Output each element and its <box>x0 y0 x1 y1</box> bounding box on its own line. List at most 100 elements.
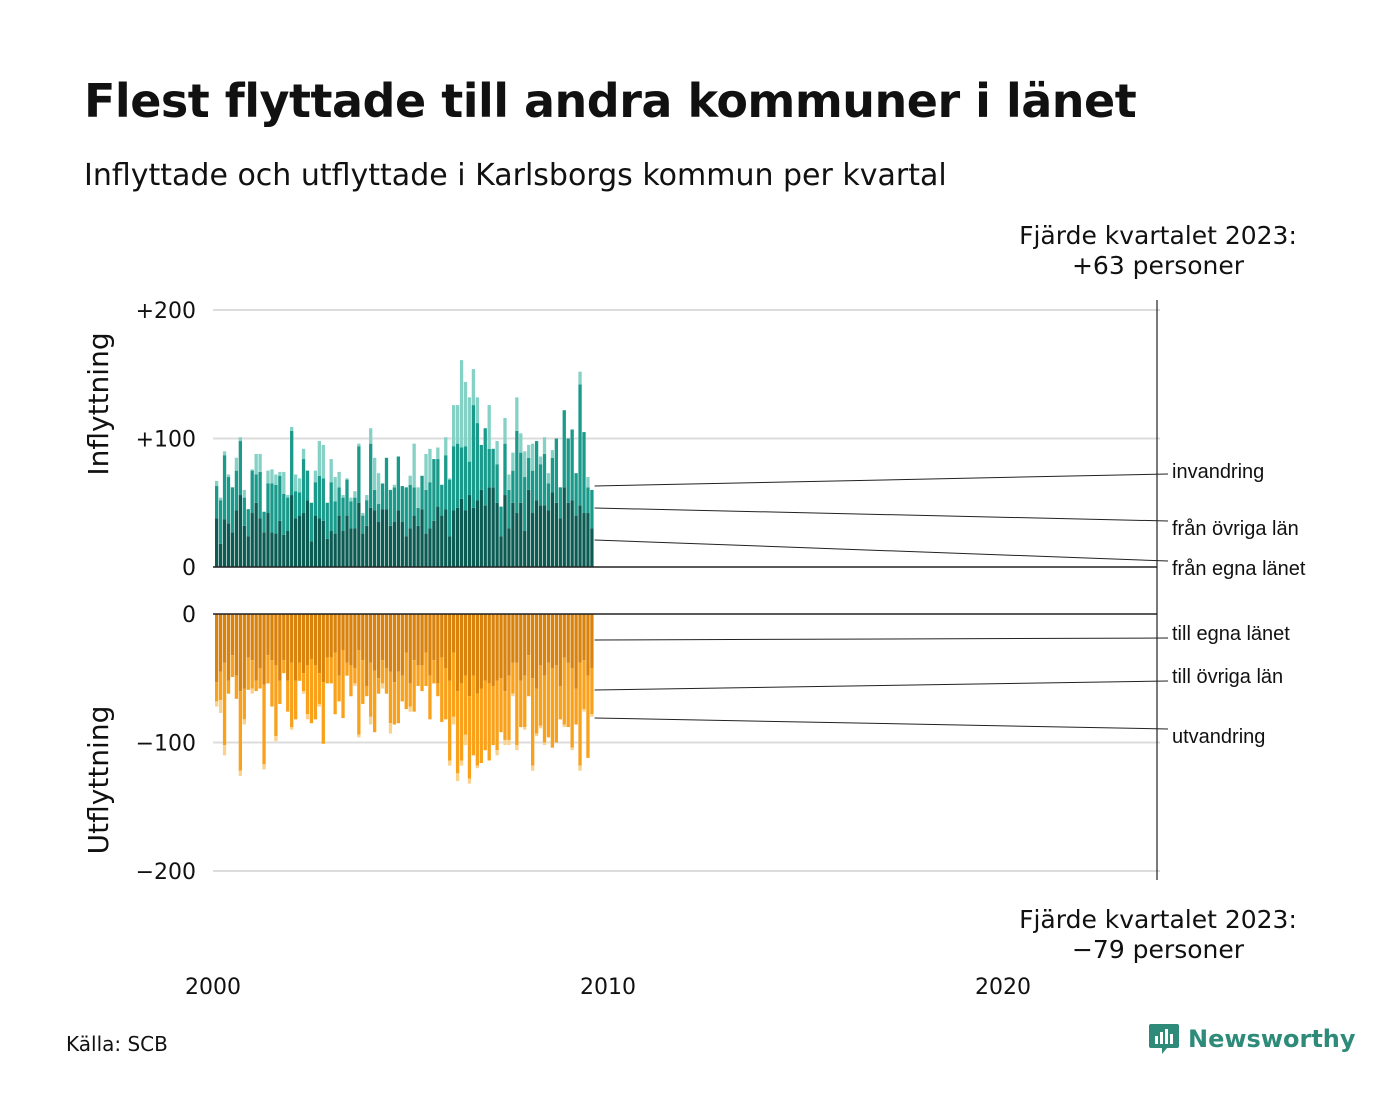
bar-to-own-county <box>215 614 219 683</box>
end-label-in: från egna länet <box>1172 558 1306 580</box>
bar-to-own-county <box>463 614 468 676</box>
bar-to-other-counties <box>238 691 242 771</box>
bar-to-own-county <box>534 614 539 689</box>
bar-to-own-county <box>313 614 318 666</box>
bar-from-own-county <box>305 500 310 567</box>
end-label-leader-in <box>594 473 1169 487</box>
bar-immigration <box>578 371 582 385</box>
bar-from-other-counties <box>534 441 539 501</box>
bar-from-other-counties <box>262 511 266 533</box>
bar-from-other-counties <box>329 482 333 532</box>
bar-from-other-counties <box>341 497 345 532</box>
bar-to-own-county <box>396 614 400 672</box>
bar-immigration <box>215 480 219 487</box>
bar-to-own-county <box>495 614 499 681</box>
bar-emigration <box>455 773 460 782</box>
bar-from-other-counties <box>250 470 254 514</box>
series-end-labels: invandring från övriga län från egna länet… <box>594 461 1306 748</box>
bar-from-other-counties <box>463 446 468 511</box>
bar-emigration <box>222 745 227 756</box>
bar-from-own-county <box>455 507 460 567</box>
bar-to-other-counties <box>258 667 262 689</box>
y-tick-label-in: +200 <box>136 299 196 324</box>
bar-to-own-county <box>467 614 472 697</box>
bar-immigration <box>349 497 353 502</box>
bar-to-own-county <box>376 614 381 679</box>
bar-from-other-counties <box>542 453 547 506</box>
bar-from-own-county <box>325 538 329 567</box>
bar-to-other-counties <box>345 662 349 676</box>
bar-from-other-counties <box>558 487 562 519</box>
end-label-leader-out <box>594 637 1169 641</box>
bar-from-other-counties <box>278 475 282 521</box>
end-label-out: utvandring <box>1172 726 1265 748</box>
bar-from-own-county <box>531 513 535 567</box>
bar-from-own-county <box>566 502 570 567</box>
bar-from-other-counties <box>550 457 555 493</box>
bar-emigration <box>369 716 373 725</box>
bar-emigration <box>515 745 519 751</box>
bar-immigration <box>365 495 369 501</box>
bar-to-own-county <box>317 614 321 674</box>
bar-from-own-county <box>333 533 337 567</box>
bar-from-other-counties <box>495 464 499 503</box>
bar-from-own-county <box>538 505 543 567</box>
bar-from-own-county <box>380 509 385 567</box>
newsworthy-logo: Newsworthy <box>1148 1022 1356 1056</box>
bar-to-other-counties <box>471 675 476 756</box>
bar-from-other-counties <box>452 446 456 511</box>
bar-from-own-county <box>475 500 479 567</box>
bar-from-own-county <box>258 518 262 567</box>
bar-emigration <box>475 765 479 769</box>
bar-to-own-county <box>388 614 393 672</box>
bar-from-other-counties <box>337 487 341 516</box>
bar-to-own-county <box>380 614 385 661</box>
bar-from-other-counties <box>471 405 476 508</box>
bar-from-other-counties <box>538 464 543 506</box>
bar-to-other-counties <box>590 667 594 715</box>
bar-from-other-counties <box>432 459 436 521</box>
bar-from-own-county <box>266 513 270 567</box>
bar-to-own-county <box>246 614 250 658</box>
bar-immigration <box>361 513 365 516</box>
bar-from-own-county <box>495 502 499 567</box>
bar-to-own-county <box>428 614 432 676</box>
bar-immigration <box>495 441 499 465</box>
bar-to-own-county <box>590 614 594 668</box>
bar-from-other-counties <box>222 455 227 520</box>
y-tick-label-out: −200 <box>136 860 196 885</box>
bar-to-other-counties <box>491 685 495 746</box>
bar-to-other-counties <box>416 665 420 686</box>
bar-to-other-counties <box>392 682 397 725</box>
bar-to-other-counties <box>329 657 333 684</box>
bar-immigration <box>475 397 479 424</box>
bar-from-own-county <box>471 507 476 567</box>
bar-from-own-county <box>436 506 440 567</box>
bar-to-other-counties <box>515 662 519 746</box>
bar-from-own-county <box>234 510 239 567</box>
bar-emigration <box>242 719 246 725</box>
bar-from-own-county <box>534 500 539 567</box>
bar-from-other-counties <box>507 489 511 529</box>
newsworthy-logo-text: Newsworthy <box>1188 1025 1356 1053</box>
bar-from-own-county <box>519 502 523 567</box>
bar-from-other-counties <box>226 477 231 524</box>
bar-to-own-county <box>294 614 298 681</box>
bar-from-own-county <box>262 532 266 567</box>
end-label-in: invandring <box>1172 461 1264 483</box>
bar-to-other-counties <box>282 660 286 674</box>
bar-to-other-counties <box>234 675 239 699</box>
bar-to-own-county <box>266 614 270 656</box>
bar-from-other-counties <box>238 441 242 496</box>
bar-from-other-counties <box>400 486 404 523</box>
bar-to-other-counties <box>384 667 389 694</box>
bar-emigration <box>262 764 266 770</box>
bar-from-other-counties <box>523 477 527 532</box>
bar-immigration <box>234 457 239 471</box>
bar-to-other-counties <box>527 655 531 697</box>
bar-immigration <box>333 477 337 502</box>
bar-to-own-county <box>459 614 464 684</box>
bar-to-other-counties <box>365 685 369 697</box>
bar-to-own-county <box>345 614 349 663</box>
bar-from-other-counties <box>574 473 578 516</box>
